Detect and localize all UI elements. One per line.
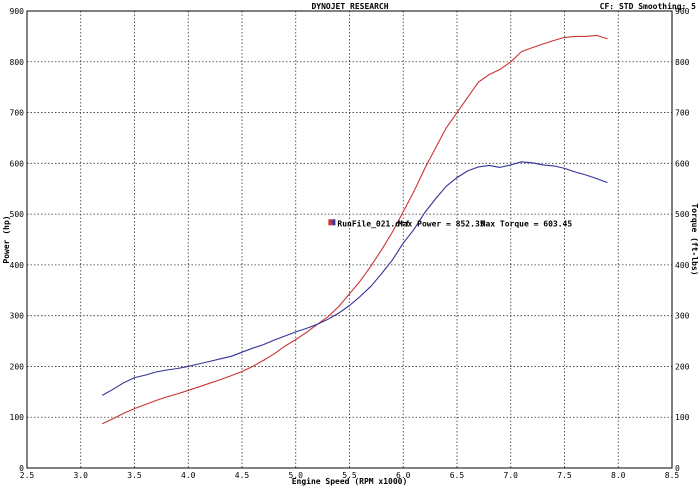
y-axis-label-right: Torque (ft-lbs) [690,203,699,275]
y-right-tick-label: 200 [675,362,690,371]
x-tick-label: 8.5 [665,471,680,480]
y-left-tick-labels: 0 100 200 300 400 500 600 700 800 900 [10,7,25,473]
legend-swatch-power [328,219,333,226]
y-left-tick-label: 700 [10,109,25,118]
y-right-tick-label: 500 [675,210,690,219]
x-tick-label: 7.5 [557,471,572,480]
correction-factor-label: CF: STD Smoothing: 5 [599,2,696,11]
legend-max-power: Max Power = 852.35 [398,219,485,228]
grid-lines [26,10,673,469]
series-line-torque [102,161,608,396]
legend-run-file: RunFile_021.drf [337,218,409,228]
x-axis-label: Engine Speed (RPM x1000) [292,476,408,486]
x-tick-label: 6.5 [450,471,465,480]
x-tick-labels: 2.5 3.0 3.5 4.0 4.5 5.0 5.5 6.0 6.5 7.0 7.5 8.0 8.5 [20,471,680,480]
x-tick-label: 5.0 [289,471,304,480]
y-right-tick-label: 900 [675,7,690,16]
y-right-tick-label: 800 [675,58,690,67]
x-tick-label: 3.5 [127,471,142,480]
y-right-tick-label: 0 [675,464,680,473]
series-lines [102,34,608,425]
y-left-tick-label: 900 [10,7,25,16]
y-right-tick-label: 700 [675,109,690,118]
y-left-tick-label: 300 [10,312,25,321]
y-left-tick-label: 0 [19,464,24,473]
y-right-tick-label: 100 [675,413,690,422]
y-axis-label-left: Power (hp) [2,215,11,263]
x-tick-label: 7.0 [504,471,519,480]
series-line-power [102,34,608,425]
y-right-tick-label: 600 [675,159,690,168]
legend-swatch-torque [332,219,336,226]
y-right-tick-label: 300 [675,312,690,321]
x-tick-label: 4.0 [181,471,196,480]
x-tick-label: 2.5 [20,471,35,480]
x-tick-label: 3.0 [74,471,89,480]
y-left-tick-label: 600 [10,159,25,168]
x-tick-label: 4.5 [235,471,250,480]
y-left-tick-label: 800 [10,58,25,67]
plot-frame [26,10,673,469]
x-tick-label: 6.0 [396,471,411,480]
x-tick-label: 8.0 [611,471,626,480]
legend: RunFile_021.drf Max Power = 852.35 Max T… [328,218,572,228]
chart-title: DYNOJET RESEARCH [311,2,389,11]
y-left-tick-label: 500 [10,210,25,219]
y-left-tick-label: 200 [10,362,25,371]
legend-max-torque: Max Torque = 603.45 [481,219,573,228]
y-right-tick-labels: 0 100 200 300 400 500 600 700 800 900 [675,7,690,473]
y-right-tick-label: 400 [675,261,690,270]
y-left-tick-label: 400 [10,261,25,270]
y-left-tick-label: 100 [10,413,25,422]
x-tick-label: 5.5 [342,471,357,480]
